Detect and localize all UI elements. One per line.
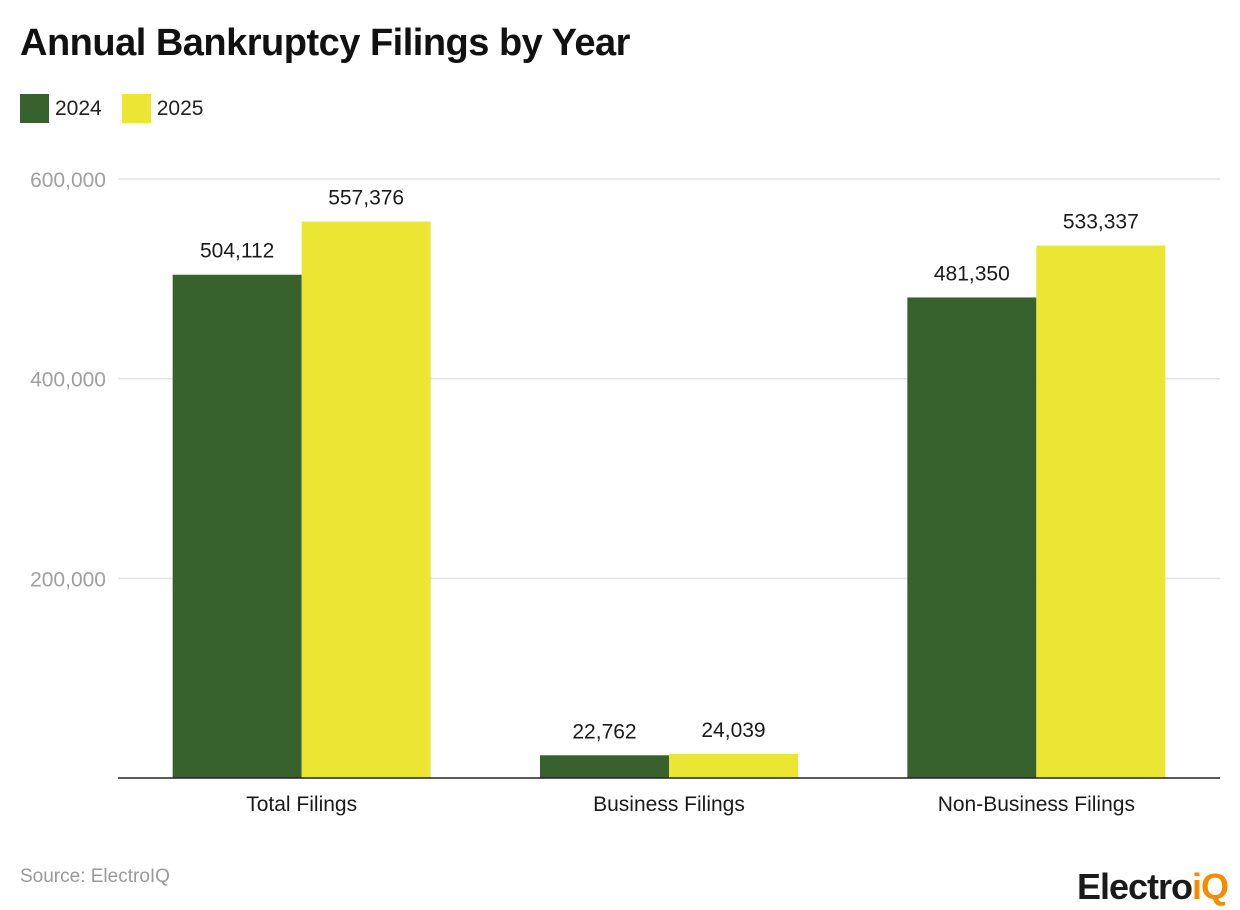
logo-main: Electro xyxy=(1076,866,1193,907)
legend: 2024 2025 xyxy=(20,94,203,123)
electroiq-logo: ElectroiQ xyxy=(1076,866,1229,908)
bar-2024 xyxy=(540,755,669,778)
x-tick-label: Non-Business Filings xyxy=(938,793,1135,816)
bar-2025 xyxy=(1036,245,1166,779)
data-label: 481,350 xyxy=(934,262,1010,285)
data-label: 504,112 xyxy=(200,240,274,263)
y-tick-label: 400,000 xyxy=(30,369,106,392)
x-tick-label: Business Filings xyxy=(593,793,745,816)
data-label: 22,762 xyxy=(572,720,636,743)
bar-2024 xyxy=(172,274,302,778)
legend-item-2025: 2025 xyxy=(121,94,204,123)
bar-2025 xyxy=(301,221,431,778)
logo-accent: iQ xyxy=(1191,866,1229,907)
legend-item-2024: 2024 xyxy=(20,94,102,123)
y-tick-label: 600,000 xyxy=(30,169,106,192)
chart-title: Annual Bankruptcy Filings by Year xyxy=(20,22,630,64)
data-label: 24,039 xyxy=(701,719,765,742)
legend-label-2024: 2024 xyxy=(55,96,102,120)
data-label: 533,337 xyxy=(1063,211,1139,234)
bar-2024 xyxy=(907,297,1037,778)
x-tick-label: Total Filings xyxy=(246,793,357,816)
data-label: 557,376 xyxy=(328,187,404,210)
source-note: Source: ElectroIQ xyxy=(20,866,170,887)
y-tick-label: 200,000 xyxy=(30,568,106,591)
legend-swatch-2024 xyxy=(20,94,49,123)
legend-swatch-2025 xyxy=(121,94,151,123)
bar-2025 xyxy=(669,754,798,778)
legend-label-2025: 2025 xyxy=(156,96,204,120)
